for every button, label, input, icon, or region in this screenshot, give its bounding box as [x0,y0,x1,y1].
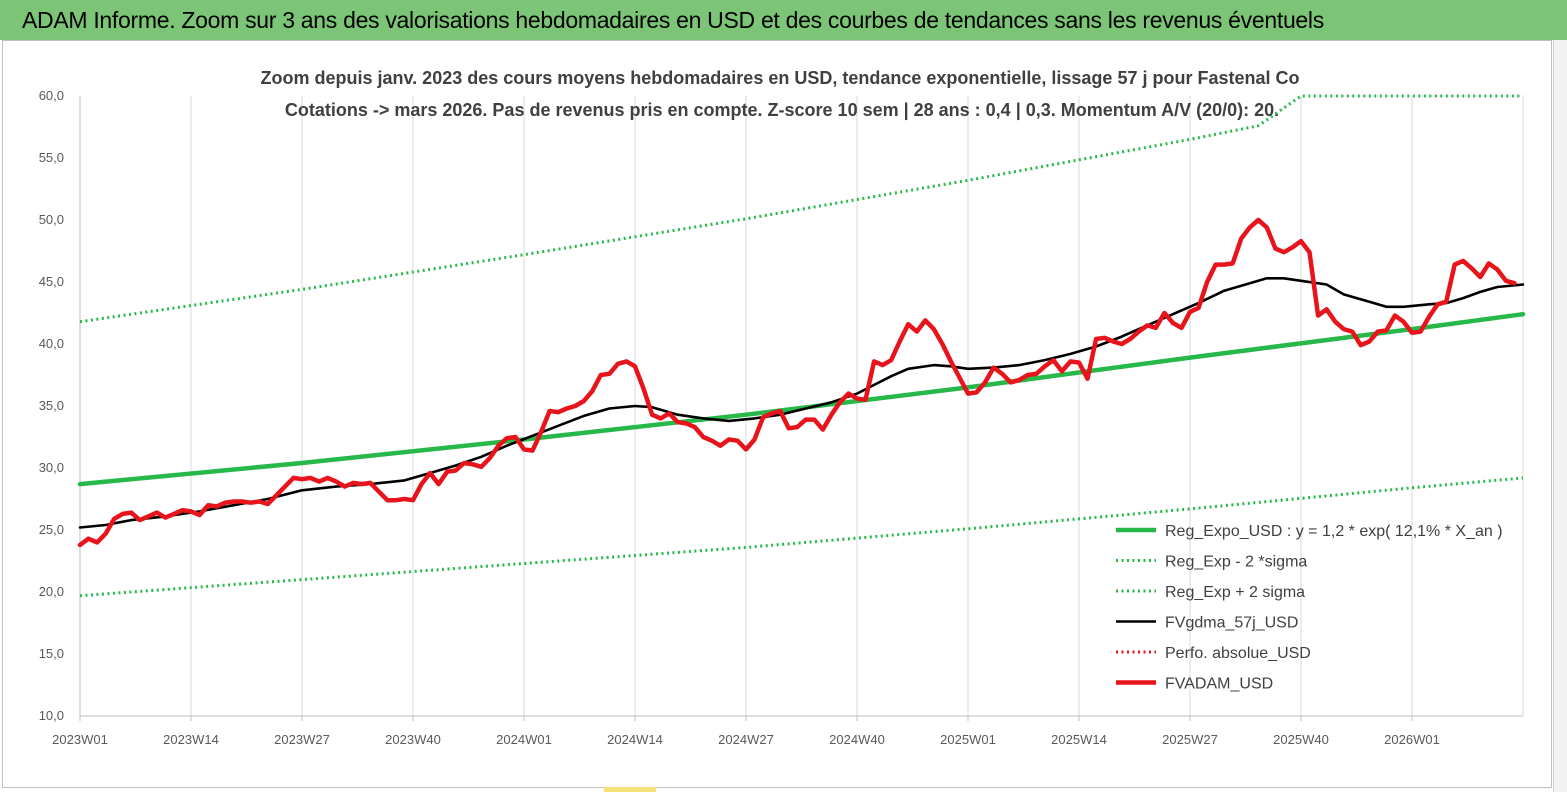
legend: Reg_Expo_USD : y = 1,2 * exp( 12,1% * X_… [1116,523,1503,693]
x-axis: 2023W01 2023W14 2023W27 2023W40 2024W01 2024W… [52,716,1440,747]
legend-label-5: FVADAM_USD [1165,676,1273,693]
y-tick-label: 25,0 [39,522,64,537]
y-tick-label: 55,0 [39,150,64,165]
report-title: ADAM Informe. Zoom sur 3 ans des valoris… [22,7,1324,33]
chart-title-line-1: Zoom depuis janv. 2023 des cours moyens … [261,68,1300,88]
series-line-0 [77,311,1526,487]
y-tick-label: 60,0 [39,88,64,103]
x-tick-label: 2024W40 [829,732,885,747]
x-tick-label: 2025W01 [940,732,996,747]
legend-label-3: FVgdma_57j_USD [1165,615,1298,632]
legend-label-4: Perfo. absolue_USD [1165,645,1311,662]
y-tick-label: 20,0 [39,584,64,599]
x-tick-label: 2023W40 [385,732,441,747]
series-line-3 [78,277,1525,529]
y-tick-label: 40,0 [39,336,64,351]
y-tick-label: 35,0 [39,398,64,413]
y-tick-label: 15,0 [39,646,64,661]
chart-title-line-2: Cotations -> mars 2026. Pas de revenus p… [285,100,1279,120]
vertical-scrollbar[interactable] [1553,40,1567,792]
legend-label-1: Reg_Exp - 2 *sigma [1165,554,1307,571]
plot-series [77,94,1526,598]
series-line-2 [79,94,1523,324]
y-tick-label: 10,0 [39,708,64,723]
legend-label-0: Reg_Expo_USD : y = 1,2 * exp( 12,1% * X_… [1165,523,1503,540]
y-tick-label: 30,0 [39,460,64,475]
x-tick-label: 2025W40 [1273,732,1329,747]
series-line-5 [77,217,1517,548]
x-tick-label: 2025W14 [1051,732,1107,747]
x-tick-label: 2023W14 [163,732,219,747]
selection-marker [604,787,656,792]
x-tick-label: 2023W27 [274,732,330,747]
x-tick-label: 2026W01 [1384,732,1440,747]
legend-label-2: Reg_Exp + 2 sigma [1165,584,1305,601]
x-tick-label: 2024W27 [718,732,774,747]
grid-lines [79,96,1524,717]
x-tick-label: 2024W14 [607,732,663,747]
y-tick-label: 45,0 [39,274,64,289]
series-line-1 [79,476,1524,598]
x-tick-label: 2025W27 [1162,732,1218,747]
title-banner: ADAM Informe. Zoom sur 3 ans des valoris… [0,0,1567,40]
x-tick-label: 2023W01 [52,732,108,747]
y-axis: 10,0 15,0 20,0 25,0 30,0 35,0 40,0 45,0 50,0 55,0… [39,88,64,723]
y-tick-label: 50,0 [39,212,64,227]
x-tick-label: 2024W01 [496,732,552,747]
